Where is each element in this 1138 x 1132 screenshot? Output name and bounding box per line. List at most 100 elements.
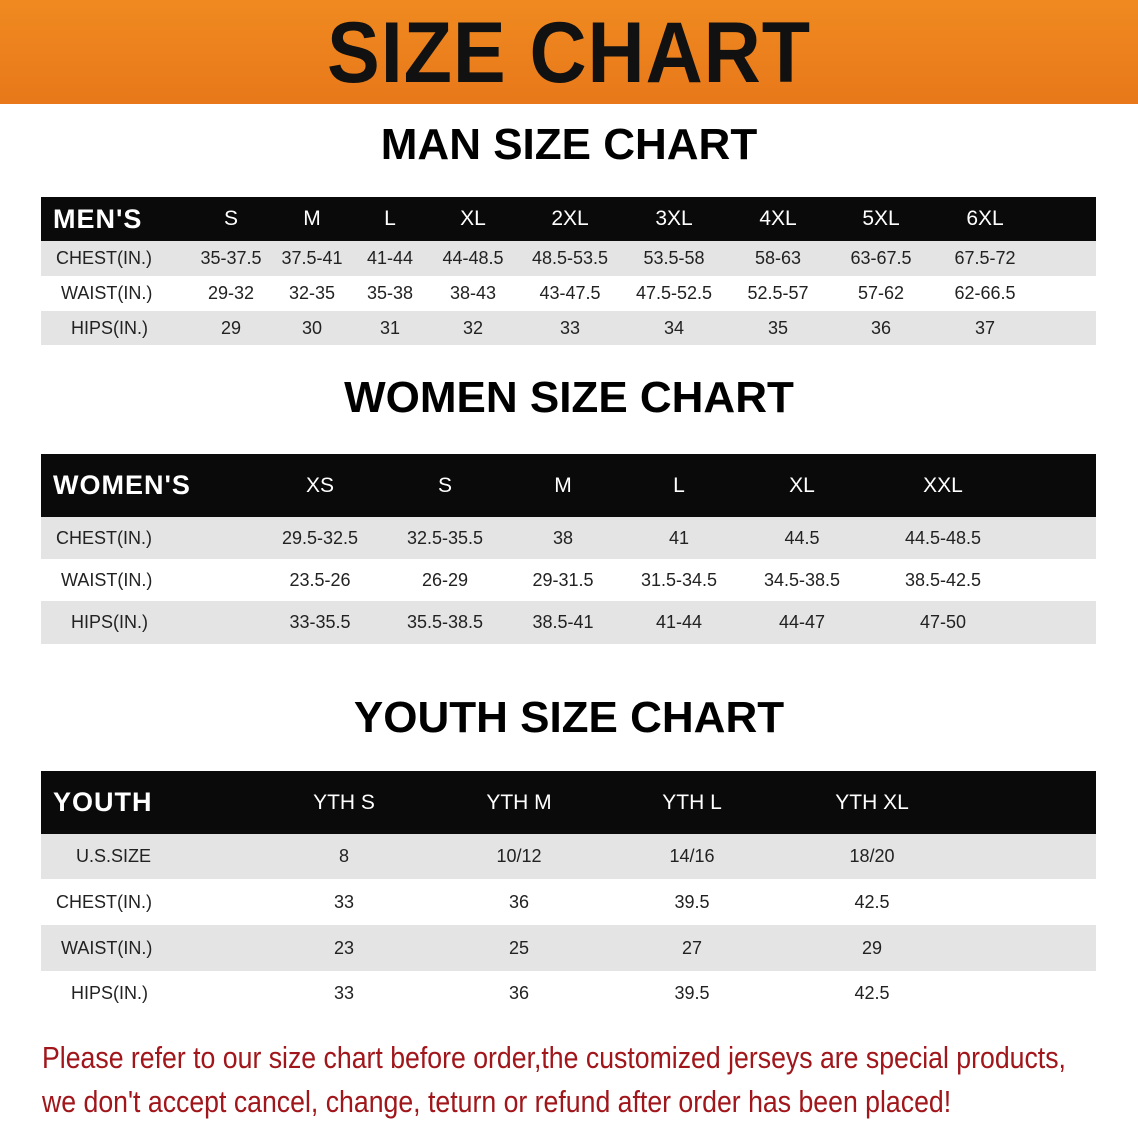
section-title: YOUTH SIZE CHART: [353, 693, 785, 742]
size-header: XXL: [923, 473, 963, 497]
table-cell: 33: [333, 983, 355, 1003]
table-cell: 35.5-38.5: [406, 612, 484, 632]
table-cell: 37: [974, 317, 996, 338]
table-cell: 62-66.5: [954, 283, 1016, 303]
size-header: S: [223, 207, 239, 230]
table-cell: 32: [462, 317, 484, 338]
size-header: XL: [789, 473, 815, 497]
size-header: L: [384, 207, 396, 230]
table-cell: 37.5-41: [281, 248, 343, 268]
table-cell: 39.5: [674, 983, 710, 1003]
table-cell: 33: [333, 891, 355, 912]
table-cell: 38-43: [449, 283, 497, 303]
row-label: HIPS(IN.): [71, 317, 149, 338]
table-cell: 34: [663, 317, 685, 338]
table-cell: 58-63: [754, 248, 802, 268]
table-cell: 57-62: [857, 283, 905, 303]
table-row: CHEST(IN.) 35-37.5 37.5-41 41-44 44-48.5 48.5…: [41, 241, 1096, 276]
table-cell: 29.5-32.5: [281, 527, 359, 548]
table-cell: 63-67.5: [850, 248, 912, 268]
notice-line-2: we don't accept cancel, change, teturn o…: [42, 1084, 952, 1119]
table-cell: 44-47: [778, 612, 826, 632]
banner-title: SIZE CHART: [327, 5, 811, 101]
row-label: WAIST(IN.): [61, 283, 153, 303]
table-row: HIPS(IN.) 33 36 39.5 42.5: [41, 971, 1096, 1016]
table-cell: 39.5: [674, 891, 710, 912]
table-cell: 29-31.5: [532, 569, 594, 590]
table-cell: 38.5-41: [532, 612, 594, 632]
table-cell: 48.5-53.5: [531, 248, 609, 268]
table-cell: 41-44: [655, 612, 703, 632]
table-cell: 38: [552, 527, 574, 548]
table-cell: 42.5: [854, 891, 890, 912]
row-label: WAIST(IN.): [61, 937, 153, 958]
notice-line-1: Please refer to our size chart before or…: [42, 1040, 1066, 1075]
table-cell: 47-50: [919, 612, 967, 632]
table-row: HIPS(IN.) 33-35.5 35.5-38.5 38.5-41 41-44 44-…: [41, 601, 1096, 644]
size-header: 3XL: [655, 207, 693, 230]
table-cell: 35-37.5: [200, 248, 262, 268]
table-cell: 18/20: [849, 846, 895, 866]
table-row: WAIST(IN.) 23 25 27 29: [41, 925, 1096, 971]
table-cell: 42.5: [854, 983, 890, 1003]
table-cell: 36: [508, 983, 530, 1003]
table-header-row: YOUTH YTH S YTH M YTH L YTH XL: [41, 771, 1096, 834]
row-label: HIPS(IN.): [71, 612, 149, 632]
table-cell: 35: [767, 317, 789, 338]
size-header: YTH L: [662, 790, 722, 814]
size-header: S: [437, 473, 453, 497]
table-cell: 10/12: [496, 846, 542, 866]
notice-text: Please refer to our size chart before or…: [42, 1036, 1066, 1124]
table-header-row: WOMEN'S XS S M L XL XXL: [41, 454, 1096, 517]
table-cell: 26-29: [421, 569, 469, 590]
table-cell: 29: [861, 937, 883, 958]
table-header-label: MEN'S: [53, 203, 143, 234]
table-row: WAIST(IN.) 23.5-26 26-29 29-31.5 31.5-34.5 34…: [41, 559, 1096, 601]
table-header-label: WOMEN'S: [53, 470, 191, 500]
table-cell: 27: [681, 937, 703, 958]
table-cell: 33-35.5: [289, 612, 351, 632]
table-cell: 33: [559, 317, 581, 338]
size-header: XL: [460, 207, 486, 230]
size-header: M: [303, 207, 321, 230]
table-cell: 35-38: [366, 283, 414, 303]
table-cell: 32-35: [288, 283, 336, 303]
size-header: YTH XL: [835, 790, 909, 814]
table-header-label: YOUTH: [53, 787, 153, 817]
table-cell: 29: [220, 317, 242, 338]
table-cell: 44.5-48.5: [904, 527, 982, 548]
table-cell: 32.5-35.5: [406, 527, 484, 548]
size-header: 5XL: [862, 207, 900, 230]
size-header: YTH S: [313, 790, 375, 814]
table-cell: 67.5-72: [954, 248, 1016, 268]
size-header: 2XL: [551, 207, 589, 230]
size-header: YTH M: [486, 790, 552, 814]
table-cell: 43-47.5: [539, 283, 601, 303]
row-label: CHEST(IN.): [56, 527, 152, 548]
table-cell: 25: [508, 937, 530, 958]
table-cell: 23.5-26: [289, 569, 351, 590]
table-cell: 53.5-58: [643, 248, 705, 268]
size-header: M: [554, 473, 572, 497]
table-row: HIPS(IN.) 29 30 31 32 33 34 35 36 37: [41, 311, 1096, 345]
table-cell: 44-48.5: [442, 248, 504, 268]
table-row: U.S.SIZE 8 10/12 14/16 18/20: [41, 834, 1096, 879]
size-header: 6XL: [966, 207, 1004, 230]
table-cell: 8: [338, 846, 350, 866]
section-title: WOMEN SIZE CHART: [344, 373, 794, 422]
table-cell: 34.5-38.5: [763, 569, 841, 590]
row-label: CHEST(IN.): [56, 891, 152, 912]
table-cell: 30: [301, 317, 323, 338]
table-cell: 23: [333, 937, 355, 958]
table-cell: 52.5-57: [747, 283, 809, 303]
row-label: U.S.SIZE: [76, 846, 152, 866]
table-header-row: MEN'S S M L XL 2XL 3XL 4XL 5XL 6XL: [41, 197, 1096, 241]
size-header: XS: [305, 473, 335, 497]
section-title: MAN SIZE CHART: [380, 120, 758, 169]
table-cell: 41-44: [366, 248, 414, 268]
row-label: CHEST(IN.): [56, 248, 152, 268]
size-header: 4XL: [759, 207, 797, 230]
table-cell: 38.5-42.5: [904, 569, 982, 590]
table-cell: 31.5-34.5: [640, 569, 718, 590]
table-cell: 47.5-52.5: [635, 283, 713, 303]
